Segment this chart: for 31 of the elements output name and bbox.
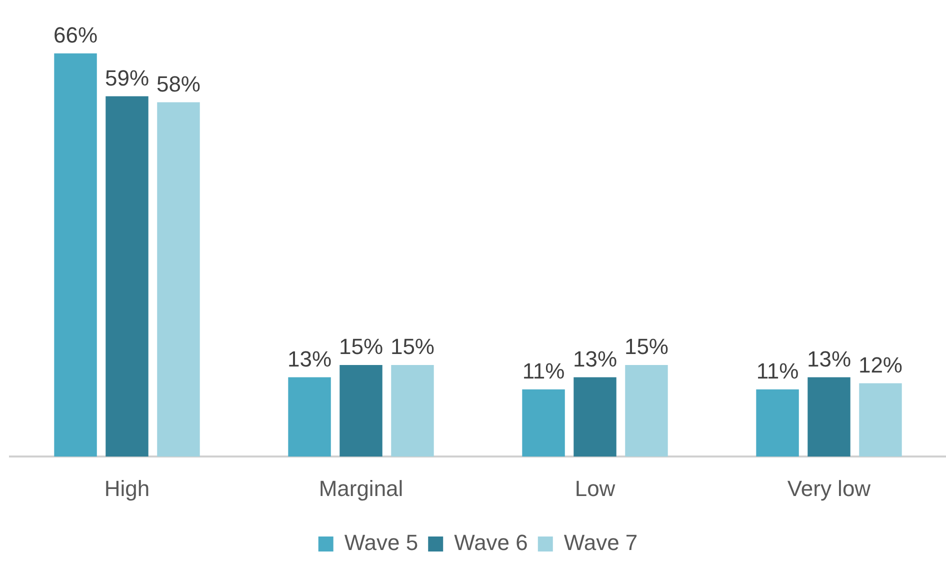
- x-tick-label: Low: [574, 476, 616, 501]
- data-label: 15%: [390, 334, 435, 360]
- data-label: 12%: [858, 352, 903, 378]
- bar: [522, 389, 565, 457]
- data-label: 11%: [756, 358, 799, 384]
- x-tick-label: High: [104, 476, 150, 501]
- bar: [756, 389, 799, 457]
- bar: [574, 377, 616, 457]
- x-tick-label: Marginal: [318, 476, 404, 501]
- legend-label: Wave 7: [564, 530, 638, 556]
- bar: [157, 102, 200, 457]
- data-label: 58%: [156, 71, 201, 96]
- bar: [808, 377, 850, 457]
- bar: [54, 53, 97, 457]
- bar: [625, 364, 668, 457]
- data-label: 15%: [338, 334, 384, 360]
- legend-label: Wave 6: [454, 530, 528, 556]
- data-label: 13%: [287, 346, 332, 372]
- data-label: 11%: [522, 358, 565, 384]
- bar: [859, 383, 902, 457]
- bar: [288, 377, 331, 457]
- data-label: 13%: [806, 346, 852, 372]
- data-label: 59%: [104, 65, 150, 90]
- data-label: 13%: [572, 346, 618, 372]
- data-label: 15%: [624, 334, 669, 360]
- legend-label: Wave 5: [344, 530, 418, 556]
- bar: [340, 364, 382, 457]
- data-label: 66%: [53, 22, 98, 48]
- x-tick-label: Very low: [787, 476, 871, 501]
- bar: [106, 96, 148, 457]
- bar: [391, 364, 434, 457]
